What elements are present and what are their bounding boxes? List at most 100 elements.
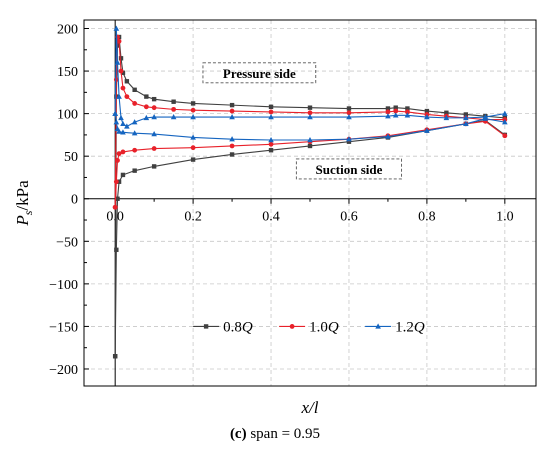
data-point (229, 136, 235, 142)
data-point (151, 146, 157, 151)
data-point (124, 79, 130, 84)
y-tick-label: −150 (49, 320, 78, 335)
data-point (482, 115, 489, 121)
y-tick-label: −200 (49, 363, 78, 378)
data-point (190, 134, 196, 140)
data-point (393, 105, 398, 110)
annotation-label: Suction side (316, 162, 383, 177)
data-point (118, 114, 124, 121)
data-point (502, 110, 508, 116)
data-point (268, 114, 274, 120)
data-point (113, 119, 120, 125)
series-line-pressure-side (114, 36, 505, 208)
data-point (132, 87, 137, 92)
data-point (112, 354, 118, 359)
data-point (131, 130, 138, 136)
data-point (190, 107, 196, 113)
legend-label: 1.2Q (395, 319, 425, 335)
x-tick-label: 0.8 (418, 210, 436, 225)
data-point (307, 114, 313, 120)
series-1-2Q (112, 25, 508, 143)
data-point (268, 137, 274, 143)
data-point (463, 120, 469, 127)
legend-swatch-marker (375, 323, 381, 329)
data-point (229, 143, 235, 149)
annotation-box (202, 62, 317, 84)
data-point (307, 137, 313, 143)
y-tick-label: 200 (57, 23, 78, 38)
data-point (424, 108, 430, 114)
y-tick-label: 150 (57, 65, 78, 80)
data-point (190, 101, 196, 106)
chart-svg: 200 150 100 50 0 −50 −100 −150 −200 0.0 0.2 0.4 0.6 0… (13, 19, 537, 417)
data-point (120, 172, 126, 178)
x-tick-label: 1.0 (496, 210, 514, 225)
x-tick-label: 0.4 (262, 210, 280, 225)
annotation-label: Pressure side (223, 66, 296, 81)
data-point (151, 114, 157, 120)
data-point (405, 109, 410, 115)
data-point (424, 127, 430, 133)
data-point (124, 94, 130, 100)
series-line-pressure-side (114, 28, 505, 128)
data-point (132, 101, 138, 106)
legend-label: 1.0Q (309, 319, 339, 335)
data-point (151, 105, 157, 111)
data-point (229, 114, 235, 120)
data-point (120, 149, 126, 155)
data-point (404, 112, 411, 118)
data-point (120, 85, 126, 91)
legend: 0.8Q 1.0Q 1.2Q (193, 319, 425, 335)
data-point (444, 110, 449, 115)
y-tick-label: 0 (71, 193, 78, 208)
legend-swatch-marker (203, 324, 209, 329)
data-point (151, 131, 157, 137)
data-point (143, 104, 149, 110)
y-tick-label: −100 (49, 278, 78, 293)
data-point (171, 99, 176, 104)
data-point (307, 105, 313, 110)
data-point (151, 96, 157, 102)
caption-text: span = 0.95 (246, 426, 321, 442)
data-point (113, 25, 120, 31)
series-line-suction-side (114, 120, 506, 208)
y-axis-title: Ps/kPa (13, 180, 35, 227)
data-point (112, 110, 118, 116)
data-point (118, 68, 124, 74)
data-point (229, 108, 235, 114)
data-point (120, 70, 126, 75)
data-point (502, 133, 508, 139)
data-point (346, 139, 352, 144)
data-point (385, 113, 391, 119)
data-point (114, 247, 119, 253)
data-point (115, 158, 120, 163)
data-point (120, 120, 126, 127)
data-point (346, 110, 352, 116)
data-point (229, 152, 235, 157)
data-point (385, 106, 391, 111)
data-point (116, 151, 122, 157)
plot-frame (83, 19, 537, 387)
data-point (115, 196, 120, 201)
data-point (120, 129, 126, 135)
data-point (307, 110, 313, 116)
data-point (116, 93, 122, 99)
data-point (114, 59, 121, 65)
data-point (463, 114, 469, 121)
data-point (190, 145, 196, 151)
data-point (116, 179, 122, 184)
y-tick-label: −50 (56, 235, 78, 250)
data-point (143, 114, 150, 121)
data-point (502, 119, 508, 125)
data-point (443, 114, 450, 121)
data-point (463, 112, 469, 117)
data-point (116, 128, 122, 134)
x-tick-label: 0.2 (184, 210, 202, 225)
data-point (151, 164, 157, 169)
data-point (268, 104, 274, 110)
data-point (307, 143, 313, 149)
data-point (268, 141, 274, 147)
data-point (113, 179, 119, 185)
data-point (116, 38, 122, 44)
